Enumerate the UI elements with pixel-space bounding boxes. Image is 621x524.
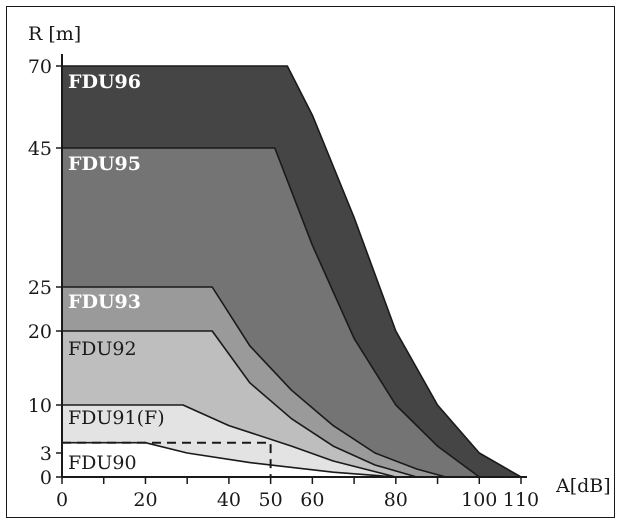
dashed-reference-line	[62, 441, 272, 477]
y-tick-label: 3	[40, 443, 52, 465]
label-fdu93: FDU93	[68, 291, 141, 313]
y-tick-label: 0	[40, 467, 52, 489]
region-labels: FDU96 FDU95 FDU93 FDU92 FDU91(F) FDU90	[68, 71, 165, 474]
y-tick-label: 10	[28, 395, 52, 417]
x-tick-label: 110	[503, 489, 539, 511]
x-axis-title: A[dB]	[555, 475, 611, 497]
label-fdu95: FDU95	[68, 153, 141, 175]
x-tick-label: 80	[384, 489, 408, 511]
x-tick-label: 0	[56, 489, 68, 511]
y-tick-label: 25	[28, 277, 52, 299]
x-tick-label: 100	[461, 489, 497, 511]
regions	[61, 65, 522, 478]
x-tick-label: 50	[259, 489, 283, 511]
x-tick-label: 40	[217, 489, 241, 511]
label-fdu90: FDU90	[68, 452, 137, 474]
y-tick-label: 45	[28, 138, 52, 160]
y-tick-label: 70	[28, 56, 52, 78]
axes	[61, 54, 527, 478]
x-tick-label: 20	[133, 489, 157, 511]
label-fdu96: FDU96	[68, 71, 141, 93]
x-tick-label: 60	[300, 489, 324, 511]
label-fdu92: FDU92	[68, 338, 137, 360]
y-axis-title: R [m]	[28, 23, 81, 45]
y-tick-label: 20	[28, 321, 52, 343]
annotations	[62, 441, 272, 477]
label-fdu91f: FDU91(F)	[68, 407, 165, 429]
